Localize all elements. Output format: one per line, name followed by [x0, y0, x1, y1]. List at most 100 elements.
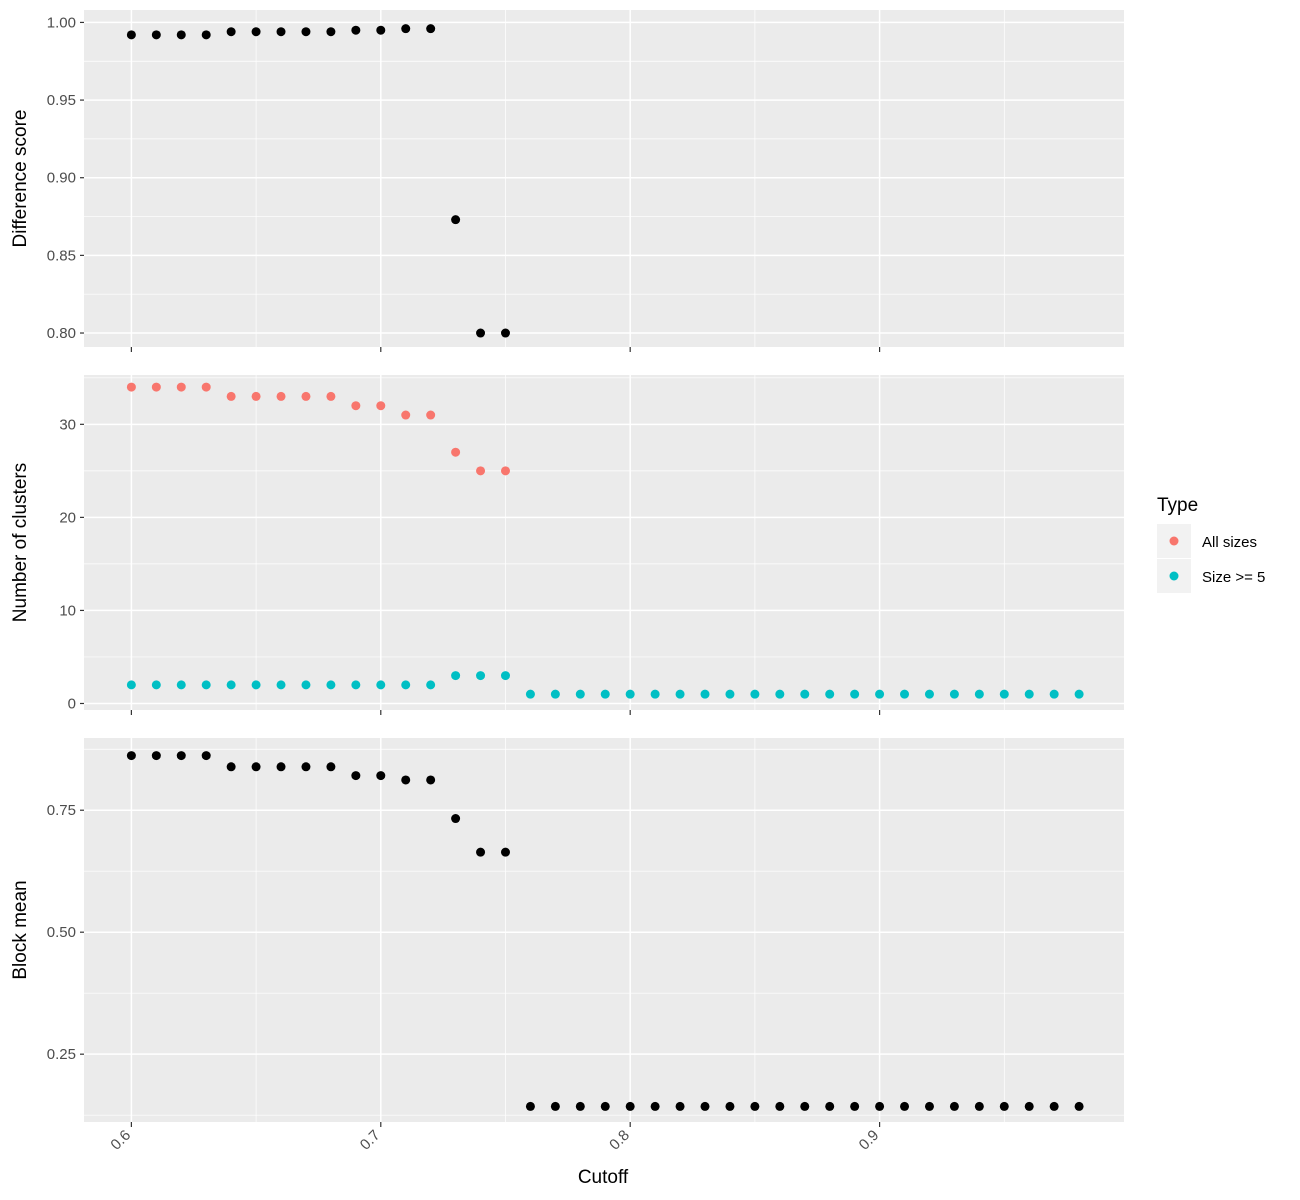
data-point — [1024, 1101, 1034, 1111]
data-point — [825, 1101, 835, 1111]
panels: 0.80 0.85 0.90 0.95 1.00 Difference score 0 10 2… — [10, 10, 1124, 1154]
data-point — [251, 680, 261, 690]
data-point — [476, 847, 486, 857]
y-axis-title-block: Block mean — [10, 880, 31, 979]
data-point — [401, 24, 411, 34]
data-point — [376, 680, 386, 690]
data-point — [351, 771, 361, 781]
data-point — [750, 1101, 760, 1111]
data-point — [725, 1101, 735, 1111]
data-point — [500, 847, 510, 857]
data-point — [800, 1101, 810, 1111]
data-point — [451, 215, 461, 225]
data-point — [326, 27, 336, 37]
data-point — [376, 25, 386, 35]
data-point — [800, 689, 810, 699]
series-size-5 — [126, 671, 1084, 699]
data-point — [949, 1101, 959, 1111]
data-point — [451, 814, 461, 824]
data-point — [850, 689, 860, 699]
data-point — [974, 689, 984, 699]
panel-background — [84, 738, 1124, 1122]
y-tick-label: 10 — [59, 602, 76, 619]
data-point — [1074, 689, 1084, 699]
data-point — [201, 751, 211, 761]
data-point — [525, 1101, 535, 1111]
data-point — [924, 1101, 934, 1111]
data-point — [625, 1101, 635, 1111]
x-tick-label: 0.9 — [856, 1127, 883, 1154]
data-point — [775, 689, 785, 699]
data-point — [426, 410, 436, 420]
data-point — [500, 328, 510, 338]
data-point — [426, 775, 436, 785]
data-point — [825, 689, 835, 699]
data-point — [850, 1101, 860, 1111]
data-point — [176, 30, 186, 40]
series-all-sizes — [126, 382, 510, 476]
y-tick-label: 0.85 — [47, 247, 76, 264]
legend-label-size-ge-5: Size >= 5 — [1202, 569, 1265, 586]
data-point — [351, 680, 361, 690]
data-point — [176, 382, 186, 392]
data-point — [451, 447, 461, 457]
data-point — [999, 689, 1009, 699]
panel-clusters: 0 10 20 30 Number of clusters — [10, 375, 1124, 715]
y-tick-label: 0.25 — [47, 1046, 76, 1063]
y-axis-title-clusters: Number of clusters — [10, 463, 31, 622]
y-tick-label: 0.75 — [47, 802, 76, 819]
panel-block: 0.25 0.50 0.75 Block mean — [10, 738, 1124, 1127]
data-point — [575, 689, 585, 699]
data-point — [476, 466, 486, 476]
legend-dot-size-ge-5 — [1169, 571, 1179, 581]
data-point — [251, 27, 261, 37]
data-point — [126, 751, 136, 761]
x-axis-title: Cutoff — [578, 1167, 629, 1188]
data-point — [151, 382, 161, 392]
data-point — [924, 689, 934, 699]
data-point — [126, 30, 136, 40]
data-point — [900, 1101, 910, 1111]
data-point — [301, 391, 311, 401]
data-point — [176, 680, 186, 690]
data-point — [151, 30, 161, 40]
data-point — [226, 391, 236, 401]
data-point — [401, 680, 411, 690]
data-point — [301, 680, 311, 690]
x-tick-label: 0.6 — [107, 1127, 134, 1154]
data-point — [974, 1101, 984, 1111]
data-point — [575, 1101, 585, 1111]
data-point — [875, 689, 885, 699]
data-point — [875, 1101, 885, 1111]
data-point — [126, 382, 136, 392]
y-tick-label: 1.00 — [47, 14, 76, 31]
data-point — [276, 391, 286, 401]
data-point — [226, 762, 236, 772]
panel-background — [84, 375, 1124, 710]
y-tick-label: 0.95 — [47, 92, 76, 109]
x-tick-label: 0.7 — [357, 1127, 384, 1154]
data-point — [276, 762, 286, 772]
data-point — [326, 680, 336, 690]
y-tick-label: 20 — [59, 509, 76, 526]
data-point — [151, 751, 161, 761]
data-point — [276, 680, 286, 690]
y-tick-label: 0 — [68, 695, 76, 712]
data-point — [451, 671, 461, 681]
series-block — [126, 751, 1084, 1111]
data-point — [775, 1101, 785, 1111]
data-point — [550, 689, 560, 699]
data-point — [675, 1101, 685, 1111]
y-axis-title-difference: Difference score — [10, 110, 31, 248]
data-point — [600, 689, 610, 699]
data-point — [1074, 1101, 1084, 1111]
y-tick-label: 0.50 — [47, 924, 76, 941]
y-tick-label: 30 — [59, 416, 76, 433]
data-point — [226, 27, 236, 37]
legend: Type All sizes Size >= 5 — [1157, 495, 1265, 593]
data-point — [500, 466, 510, 476]
data-point — [426, 680, 436, 690]
data-point — [251, 762, 261, 772]
data-point — [1049, 1101, 1059, 1111]
